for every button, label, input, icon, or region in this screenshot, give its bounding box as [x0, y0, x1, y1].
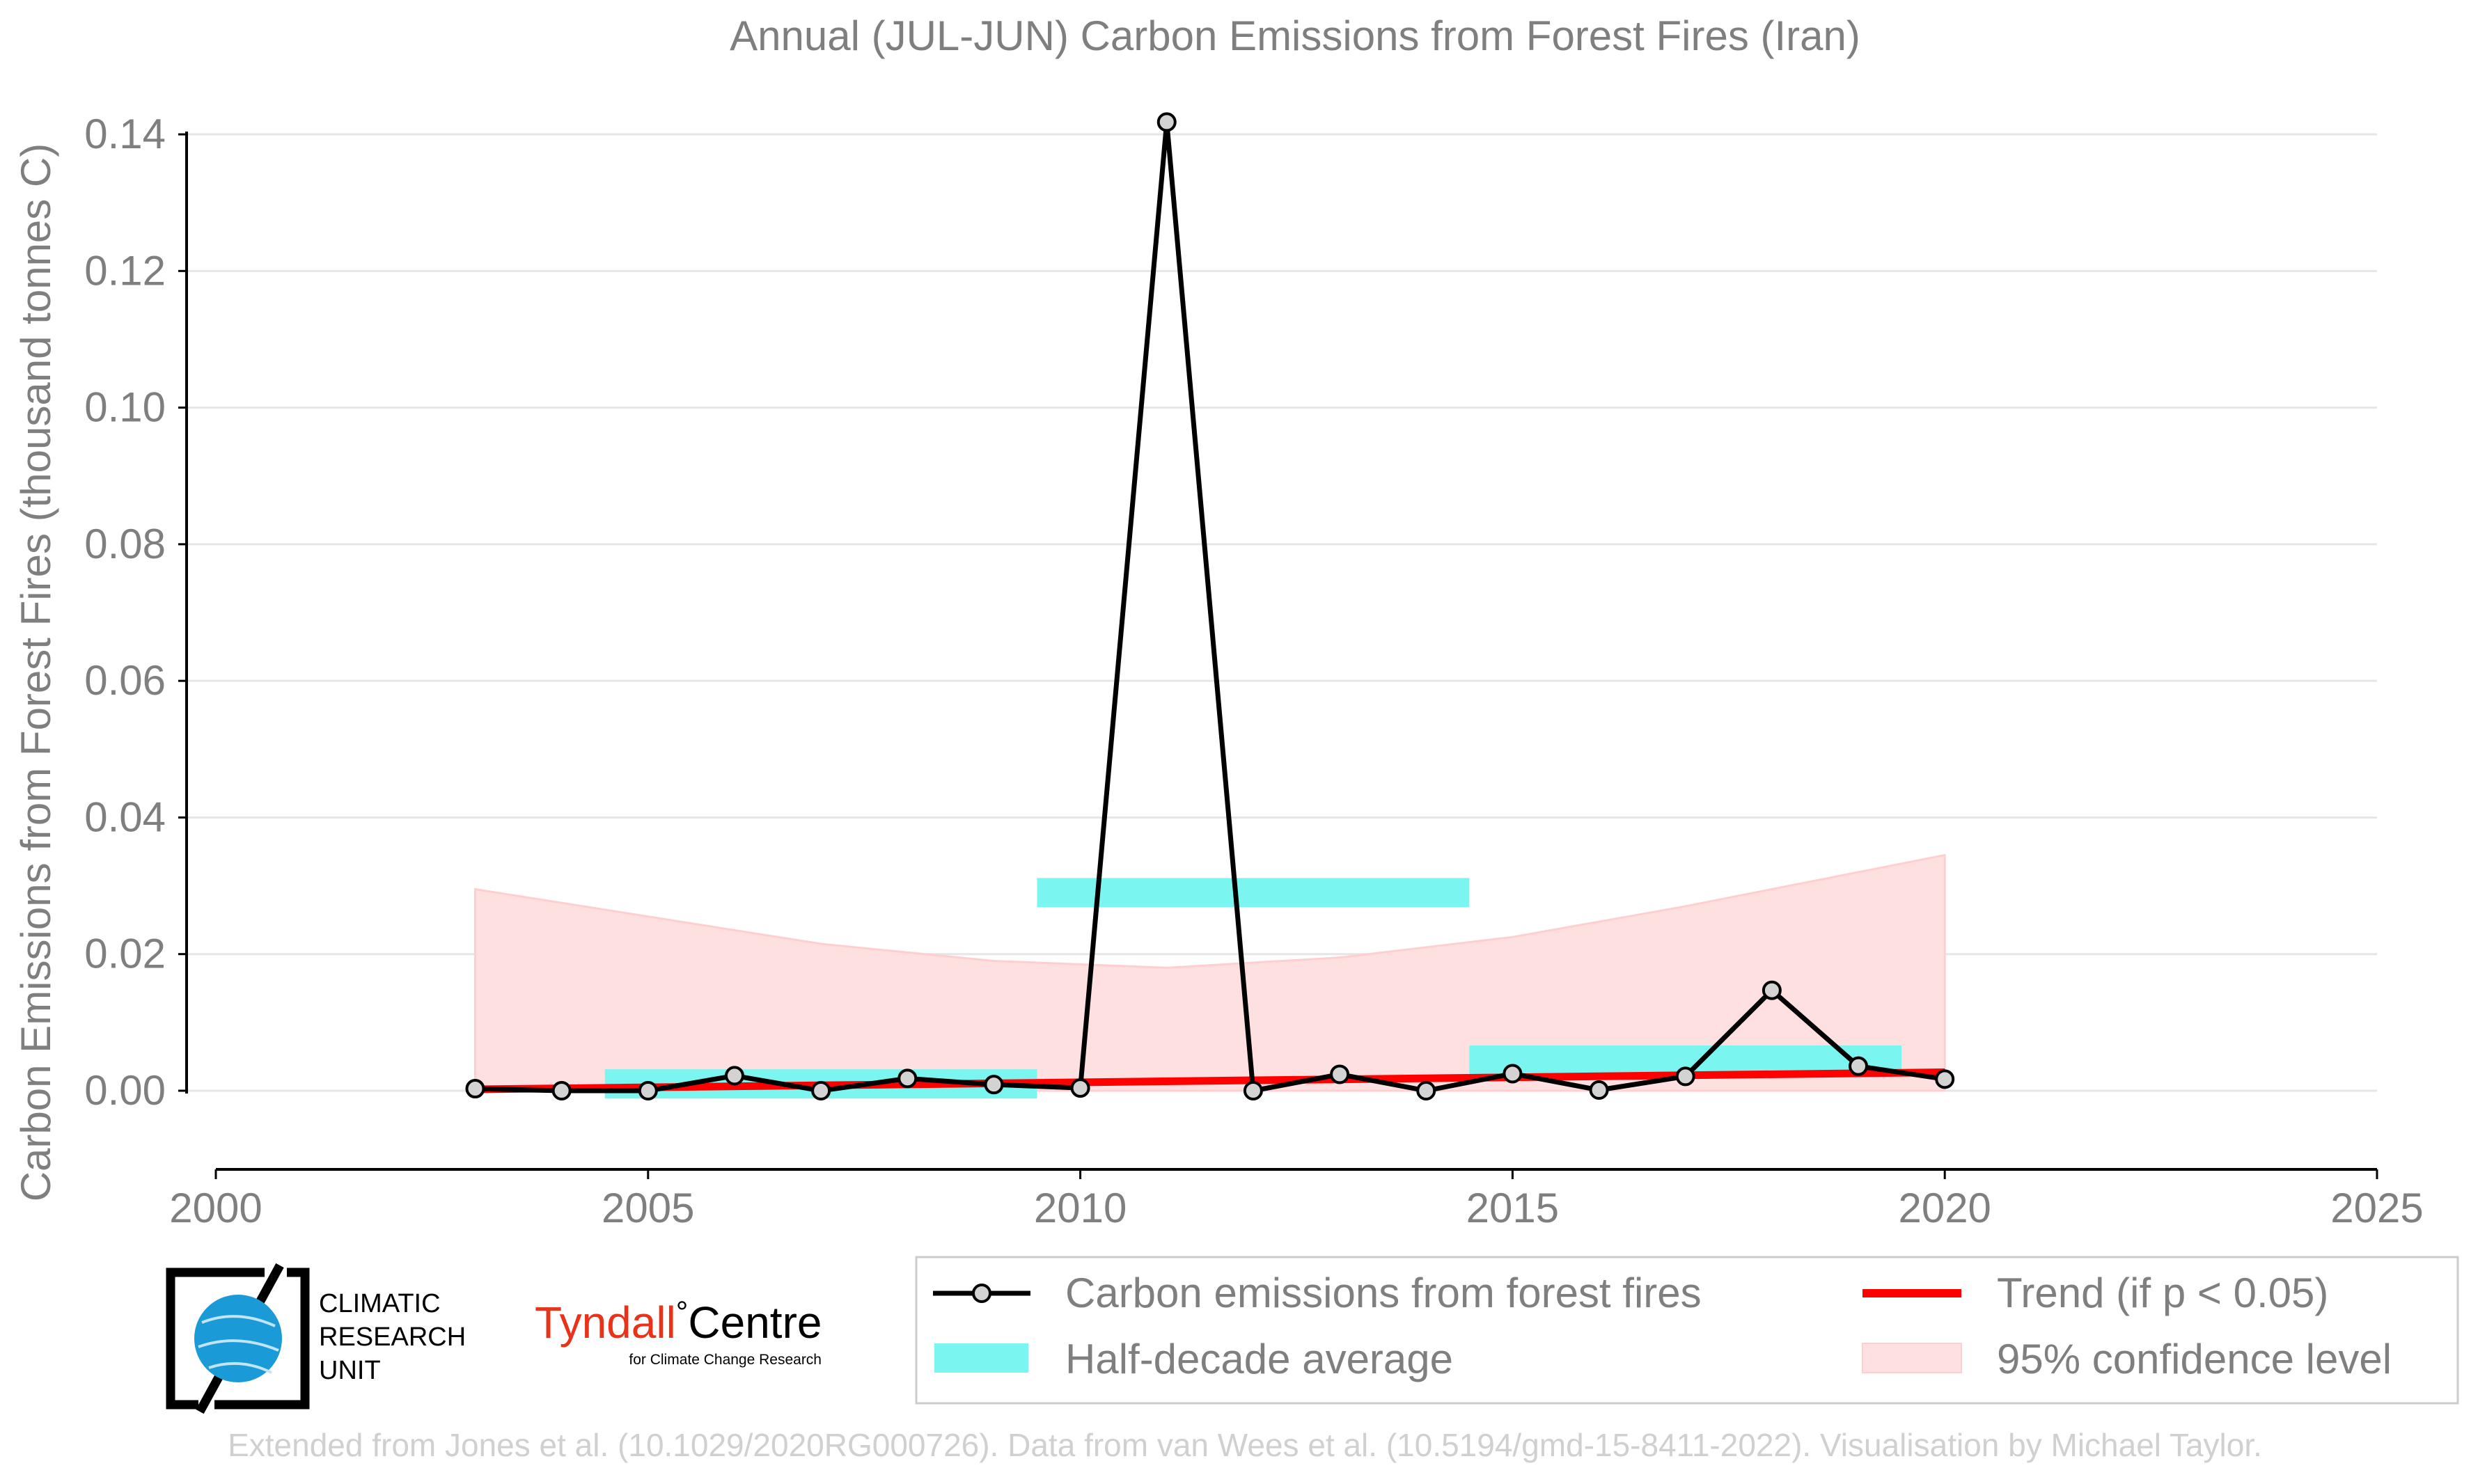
legend-label-emissions: Carbon emissions from forest fires: [1065, 1270, 1702, 1316]
footer-credit: Extended from Jones et al. (10.1029/2020…: [228, 1427, 2262, 1463]
legend-label-confidence: 95% confidence level: [1997, 1336, 2392, 1382]
globe-icon-lines: [198, 1315, 279, 1374]
legend: Carbon emissions from forest fires Half-…: [915, 1256, 2459, 1405]
trend-line: [475, 1068, 1945, 1094]
emissions-point: [1070, 1078, 1090, 1098]
emissions-point: [984, 1075, 1004, 1095]
x-tick-label: 2005: [602, 1185, 694, 1231]
cru-text-line1: CLIMATIC: [319, 1289, 441, 1318]
legend-box: [915, 1256, 2459, 1405]
cru-text-line2: RESEARCH: [319, 1323, 466, 1352]
emissions-point: [551, 1081, 572, 1100]
cru-logo: CLIMATIC RESEARCH UNIT: [166, 1263, 466, 1414]
x-tick-label: 2025: [2330, 1185, 2423, 1231]
x-tick-label: 2015: [1466, 1185, 1559, 1231]
tyndall-degree-text: °: [676, 1295, 689, 1329]
emissions-line: [475, 119, 1945, 1094]
emissions-point: [811, 1081, 831, 1100]
emissions-point: [1675, 1066, 1695, 1087]
y-tick-label: 0.02: [84, 931, 166, 977]
cru-logo-frame-right: [214, 1268, 310, 1410]
y-axis-label: Carbon Emissions from Forest Fires (thou…: [13, 143, 59, 1202]
x-tick-label: 2000: [169, 1185, 262, 1231]
emissions-point: [638, 1081, 658, 1100]
emissions-point: [1503, 1064, 1523, 1084]
trend-line-layer: [475, 1068, 1945, 1094]
emissions-point: [897, 1068, 918, 1089]
emissions-point: [1330, 1064, 1350, 1084]
x-tick-label: 2010: [1034, 1185, 1127, 1231]
emissions-series-layer: [465, 112, 1955, 1100]
y-tick-label: 0.06: [84, 657, 166, 704]
y-tick-label: 0.12: [84, 247, 166, 294]
emissions-point: [1935, 1069, 1955, 1089]
legend-swatch-emissions-marker: [972, 1284, 991, 1303]
cru-logo-frame: [166, 1268, 265, 1410]
globe-icon: [194, 1295, 282, 1382]
emissions-point: [1416, 1081, 1436, 1100]
tyndall-logo: Tyndall°Centre for Climate Change Resear…: [535, 1295, 822, 1368]
y-tick-label: 0.14: [84, 111, 166, 157]
legend-swatch-confidence: [1862, 1343, 1962, 1373]
tyndall-subtitle: for Climate Change Research: [629, 1352, 822, 1368]
tyndall-centre-text: Centre: [688, 1297, 822, 1348]
chart-title: Annual (JUL-JUN) Carbon Emissions from F…: [730, 13, 1860, 59]
y-tick-label: 0.10: [84, 384, 166, 431]
cru-text-line3: UNIT: [319, 1356, 381, 1385]
legend-swatch-half-decade: [934, 1343, 1028, 1373]
emissions-point: [1762, 980, 1782, 1000]
emissions-point: [465, 1079, 485, 1099]
half-decade-bar: [1037, 878, 1470, 908]
axes: 0.00 0.02 0.04 0.06 0.08 0.10 0.12 0.14 2000 2005…: [84, 111, 2424, 1231]
y-tick-label: 0.08: [84, 521, 166, 567]
legend-label-trend: Trend (if p < 0.05): [1997, 1270, 2328, 1316]
y-tick-label: 0.04: [84, 794, 166, 840]
tyndall-main-text: Tyndall: [535, 1297, 676, 1348]
y-tick-label: 0.00: [84, 1067, 166, 1114]
emissions-point: [1156, 112, 1177, 132]
emissions-point: [724, 1066, 744, 1086]
emissions-point: [1849, 1056, 1869, 1076]
svg-text:Tyndall°Centre: Tyndall°Centre: [535, 1295, 822, 1348]
emissions-point: [1243, 1081, 1263, 1100]
legend-label-half-decade: Half-decade average: [1065, 1336, 1453, 1382]
emissions-point: [1589, 1080, 1609, 1100]
x-tick-label: 2020: [1898, 1185, 1991, 1231]
